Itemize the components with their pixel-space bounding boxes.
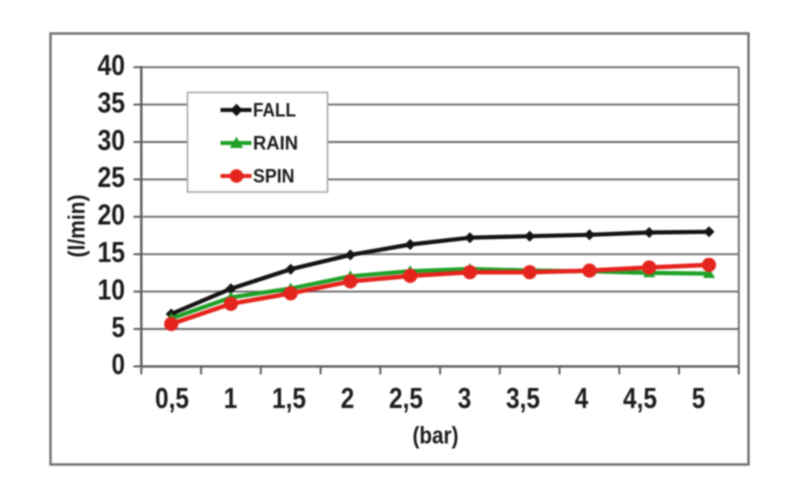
svg-text:35: 35 (98, 87, 126, 119)
svg-text:30: 30 (98, 125, 126, 157)
svg-text:25: 25 (98, 162, 126, 194)
svg-text:FALL: FALL (253, 101, 296, 122)
svg-text:1: 1 (224, 383, 238, 415)
svg-text:40: 40 (98, 50, 126, 82)
svg-text:5: 5 (112, 312, 126, 344)
svg-text:SPIN: SPIN (253, 167, 295, 188)
svg-text:5: 5 (692, 383, 706, 415)
svg-text:15: 15 (98, 237, 126, 269)
svg-text:3,5: 3,5 (506, 383, 540, 415)
svg-text:2: 2 (341, 383, 355, 415)
svg-text:4: 4 (575, 383, 589, 415)
svg-text:(bar): (bar) (413, 423, 459, 450)
svg-text:3: 3 (458, 383, 472, 415)
svg-text:2,5: 2,5 (389, 383, 423, 415)
svg-text:4,5: 4,5 (623, 383, 657, 415)
svg-text:20: 20 (98, 200, 126, 232)
svg-text:(l/min): (l/min) (64, 195, 90, 258)
svg-text:1,5: 1,5 (272, 383, 306, 415)
svg-text:10: 10 (98, 274, 126, 306)
svg-text:0: 0 (112, 349, 126, 381)
svg-text:0,5: 0,5 (155, 383, 189, 415)
svg-text:RAIN: RAIN (253, 134, 298, 155)
